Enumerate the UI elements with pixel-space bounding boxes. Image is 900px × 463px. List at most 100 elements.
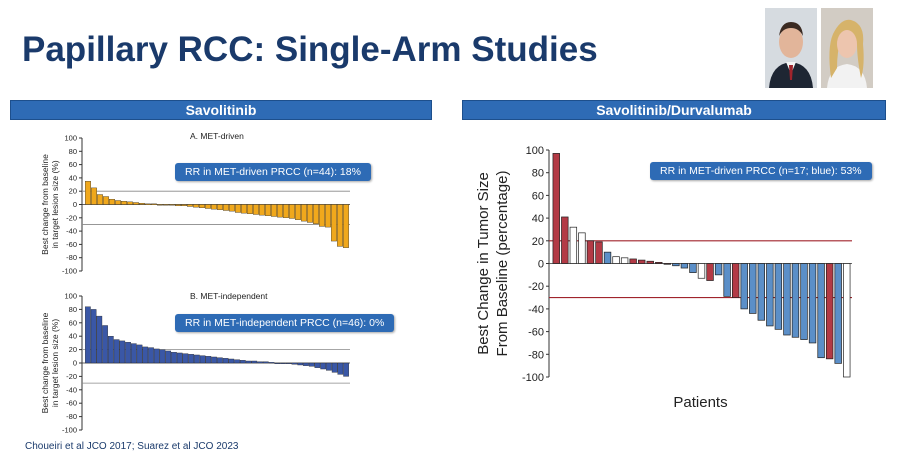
met-independent-ytick-label: 40 [69, 332, 77, 341]
combo-ytick-label: -80 [528, 349, 544, 361]
met-driven-bar [295, 204, 301, 220]
met-independent-bar [211, 356, 217, 364]
combo-bar [663, 263, 672, 265]
met-driven-bar [121, 201, 127, 205]
met-driven-bar [253, 204, 259, 215]
met-driven-bar [211, 204, 217, 210]
met-driven-bar [259, 204, 265, 216]
combo-bar [689, 263, 697, 273]
met-independent-ytick-label: 0 [73, 359, 77, 368]
met-independent-y-axis-label: Best change from baseline [40, 312, 50, 413]
met-driven-bar [307, 204, 313, 223]
met-independent-bar [262, 361, 269, 364]
met-driven-bar [217, 204, 223, 210]
met-driven-bar [301, 204, 307, 222]
met-driven-bar [241, 204, 247, 214]
met-independent-bar [102, 325, 108, 364]
met-driven-bar [163, 204, 169, 206]
combo-bar [706, 263, 714, 281]
met-independent-bar [326, 362, 332, 371]
combo-ytick-label: -20 [528, 281, 544, 293]
combo-bar [800, 263, 808, 340]
met-driven-bar [85, 181, 91, 205]
met-independent-ytick-label: -40 [66, 385, 77, 394]
combo-bar [595, 241, 603, 264]
met-independent-bar [96, 315, 103, 364]
met-driven-bar [265, 204, 271, 216]
met-independent-bar [165, 350, 172, 364]
met-independent-ytick-label: -60 [66, 399, 77, 408]
combo-ytick-label: 20 [532, 236, 544, 248]
combo-ytick-label: 80 [532, 168, 544, 180]
met-driven-bar [223, 204, 229, 211]
met-independent-bar [234, 359, 240, 364]
combo-ytick-label: -60 [528, 327, 544, 339]
met-independent-bar [205, 356, 212, 364]
met-driven-bar [313, 204, 319, 224]
combo-bar [714, 263, 723, 276]
met-driven-bar [181, 204, 187, 207]
met-driven-bar [187, 204, 193, 207]
met-driven-bar [91, 187, 97, 205]
met-independent-chart-title: B. MET-independent [190, 291, 268, 301]
combo-bar [629, 258, 637, 264]
met-driven-bar [283, 204, 289, 218]
met-driven-ytick-label: 100 [64, 134, 77, 143]
met-independent-bar [171, 352, 177, 364]
met-independent-ytick-label: 60 [69, 318, 77, 327]
met-driven-ytick-label: 60 [69, 160, 77, 169]
combo-y-axis-label: From Baseline (percentage) [494, 171, 511, 357]
presenter-photo-1 [765, 8, 817, 88]
rr-met-driven-box: RR in MET-driven PRCC (n=44): 18% [175, 163, 371, 181]
met-driven-bar [277, 204, 283, 218]
met-independent-bar [153, 348, 160, 364]
met-driven-bar [235, 204, 241, 213]
met-independent-bar [331, 362, 338, 373]
combo-ytick-label: 40 [532, 213, 544, 225]
met-independent-bar [257, 361, 263, 364]
combo-y-axis-label: Best Change in Tumor Size [475, 172, 492, 355]
combo-bar [843, 263, 851, 378]
met-independent-ytick-label: -100 [62, 426, 77, 435]
combo-bar [612, 256, 620, 264]
combo-bar [740, 263, 748, 310]
met-independent-bar [320, 362, 326, 370]
combo-bar [578, 232, 586, 264]
met-independent-bar [130, 343, 137, 364]
met-driven-ytick-label: 0 [73, 200, 77, 209]
combo-bar [561, 216, 569, 264]
citation-footer: Choueiri et al JCO 2017; Suarez et al JC… [25, 441, 238, 452]
met-independent-ytick-label: 80 [69, 305, 77, 314]
combo-bar [825, 263, 834, 360]
met-independent-bar [308, 362, 315, 367]
savolitinib-durvalumab-header: Savolitinib/Durvalumab [462, 100, 886, 120]
combo-x-axis-label: Patients [673, 394, 727, 411]
met-driven-bar [325, 204, 331, 228]
savolitinib-header: Savolitinib [10, 100, 432, 120]
met-driven-bar [319, 204, 325, 227]
met-driven-bar [193, 204, 199, 208]
met-independent-bar [217, 357, 223, 364]
met-independent-bar [343, 362, 349, 377]
combo-bar [620, 257, 629, 264]
met-driven-ytick-label: -60 [66, 240, 77, 249]
met-driven-bar [229, 204, 235, 212]
met-independent-bar [251, 360, 258, 364]
met-driven-bar [247, 204, 253, 214]
met-driven-bar [289, 204, 295, 219]
met-driven-bar [145, 203, 151, 205]
met-independent-bar [194, 354, 200, 364]
met-driven-bar [205, 204, 211, 209]
combo-bar [731, 263, 740, 298]
combo-bar [646, 260, 654, 264]
combo-ytick-label: 100 [526, 145, 544, 157]
met-independent-bar [199, 355, 206, 364]
met-driven-bar [151, 203, 157, 205]
met-driven-bar [157, 204, 163, 206]
met-independent-bar [222, 358, 229, 364]
combo-bar [834, 263, 842, 364]
combo-bar [817, 263, 825, 359]
met-independent-bar [297, 362, 304, 366]
met-independent-bar [182, 353, 189, 364]
combo-ytick-label: -100 [522, 372, 544, 384]
